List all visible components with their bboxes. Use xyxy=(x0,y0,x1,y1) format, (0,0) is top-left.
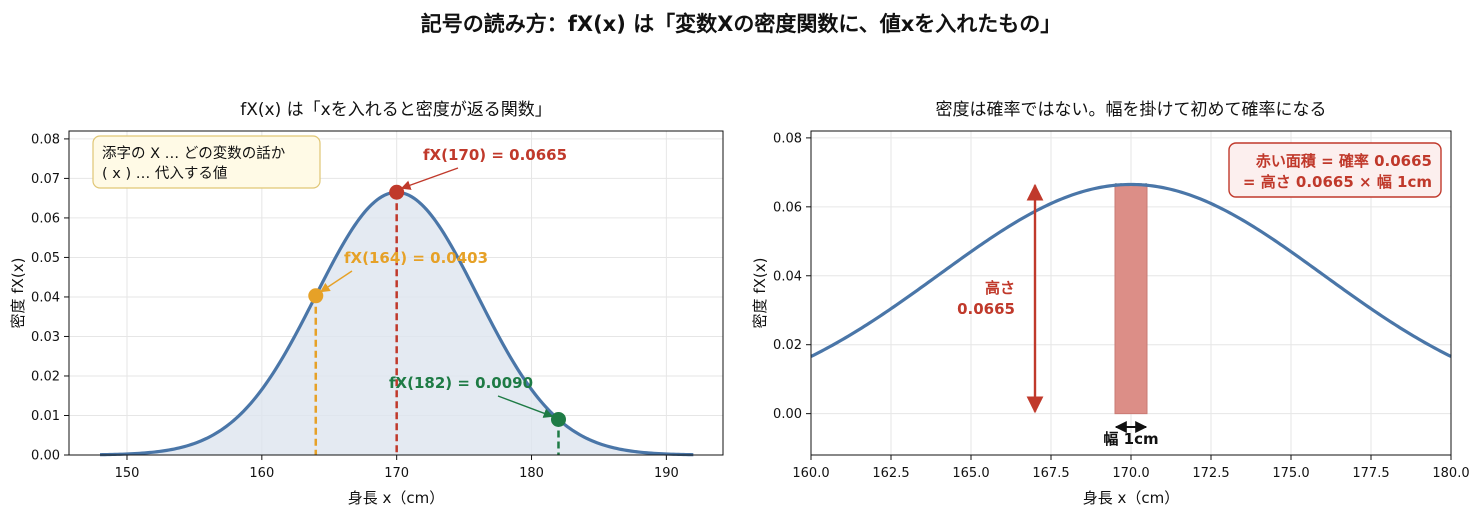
note-box-right: 赤い面積 = 確率 0.0665 = 高さ 0.0665 × 幅 1cm xyxy=(1228,142,1442,198)
note-box-left: 添字の X … どの変数の話か ( x ) … 代入する値 xyxy=(92,135,321,189)
note-line: ( x ) … 代入する値 xyxy=(102,165,227,182)
x-tick-label: 175.0 xyxy=(1272,466,1309,481)
point-arrow xyxy=(400,167,459,190)
x-tick-label: 160 xyxy=(249,466,274,481)
point-label: fX(170) = 0.0665 xyxy=(423,146,567,164)
x-axis-label: 身長 x（cm） xyxy=(348,489,445,507)
chart-title: 密度は確率ではない。幅を掛けて初めて確率になる xyxy=(936,100,1327,120)
data-point xyxy=(308,288,324,304)
y-tick-label: 0.08 xyxy=(773,131,802,146)
data-point xyxy=(389,184,405,200)
x-tick-label: 170.0 xyxy=(1112,466,1149,481)
width-label: 幅 1cm xyxy=(1103,430,1158,448)
x-tick-label: 190 xyxy=(654,466,679,481)
plot-frame xyxy=(68,130,724,456)
chart-title: fX(x) は「xを入れると密度が返る関数」 xyxy=(240,100,551,120)
density-curve xyxy=(810,182,1452,358)
x-tick-label: 177.5 xyxy=(1352,466,1389,481)
y-axis-label: 密度 fX(x) xyxy=(9,258,27,329)
y-tick-label: 0.06 xyxy=(773,200,802,215)
point-label: fX(164) = 0.0403 xyxy=(344,249,488,267)
probability-bar xyxy=(1114,183,1148,415)
y-tick-label: 0.06 xyxy=(31,211,60,226)
left-panel: 150 160 170 180 190 0.00 0.01 0.02 0.03 0.04 0.05 0… xyxy=(9,100,724,507)
point-arrow xyxy=(319,270,353,293)
y-tick-label: 0.05 xyxy=(31,251,60,266)
x-tick-label: 172.5 xyxy=(1192,466,1229,481)
right-panel: 160.0 162.5 165.0 167.5 170.0 172.5 175.0 177.5… xyxy=(751,100,1470,507)
y-tick-label: 0.01 xyxy=(31,409,60,424)
height-label: 0.0665 xyxy=(957,300,1015,318)
x-tick-label: 160.0 xyxy=(792,466,829,481)
figure-title: 記号の読み方：fX(x) は「変数Xの密度関数に、値xを入れたもの」 xyxy=(420,12,1062,36)
plot-frame xyxy=(810,130,1452,456)
x-tick-label: 162.5 xyxy=(872,466,909,481)
note-line: 添字の X … どの変数の話か xyxy=(102,145,285,162)
y-tick-label: 0.07 xyxy=(31,172,60,187)
y-tick-label: 0.00 xyxy=(31,449,60,464)
x-tick-label: 170 xyxy=(384,466,409,481)
y-tick-label: 0.02 xyxy=(773,338,802,353)
y-axis-label: 密度 fX(x) xyxy=(751,258,769,329)
y-tick-label: 0.03 xyxy=(31,330,60,345)
x-tick-label: 150 xyxy=(115,466,140,481)
note-box-bg xyxy=(1228,142,1442,198)
x-tick-label: 180.0 xyxy=(1432,466,1469,481)
data-point xyxy=(550,411,566,427)
note-line: 赤い面積 = 確率 0.0665 xyxy=(1256,152,1432,170)
height-label: 高さ xyxy=(985,279,1015,297)
y-tick-label: 0.04 xyxy=(31,290,60,305)
note-box-bg xyxy=(92,135,321,189)
y-tick-label: 0.04 xyxy=(773,269,802,284)
x-tick-label: 167.5 xyxy=(1032,466,1069,481)
x-axis-label: 身長 x（cm） xyxy=(1083,489,1180,507)
x-tick-label: 165.0 xyxy=(952,466,989,481)
point-arrow xyxy=(497,395,554,418)
note-line: = 高さ 0.0665 × 幅 1cm xyxy=(1243,173,1432,191)
point-label: fX(182) = 0.0090 xyxy=(389,374,533,392)
density-fill xyxy=(100,192,694,455)
y-tick-label: 0.02 xyxy=(31,369,60,384)
y-tick-label: 0.00 xyxy=(773,407,802,422)
x-tick-label: 180 xyxy=(519,466,544,481)
y-tick-label: 0.08 xyxy=(31,132,60,147)
